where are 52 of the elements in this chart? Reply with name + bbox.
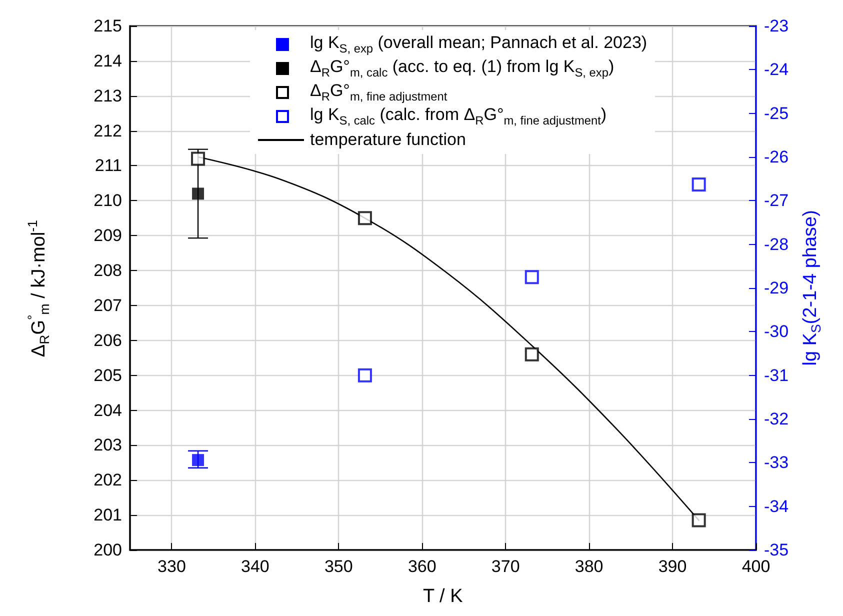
y2-tick-label: -32 xyxy=(764,410,789,428)
y2-tick-label: -27 xyxy=(764,191,789,210)
legend-label: lg K$_{S, exp}$ (overall mean; Pannach et al. 2023) xyxy=(310,32,648,56)
y-tick-label: 206 xyxy=(94,330,122,350)
point xyxy=(358,211,372,226)
legend-label: Δ$_{R}$G°$_{m, fine adjustment}$ xyxy=(310,80,448,104)
y2-tick-label: -31 xyxy=(764,366,789,385)
y2-tick-label: -29 xyxy=(764,278,789,298)
y-tick-label: 203 xyxy=(94,436,122,455)
x-tick-label: 400 xyxy=(742,557,770,576)
x-axis-title: T / K xyxy=(423,586,463,608)
point xyxy=(358,368,372,382)
y2-tick-label: -23 xyxy=(764,16,789,36)
x-tick-label: 380 xyxy=(574,557,604,576)
y2-tick-label: -24 xyxy=(764,60,789,80)
y2-tick-label: -30 xyxy=(764,322,789,342)
y-tick-label: 204 xyxy=(94,400,122,420)
y-tick-label: 202 xyxy=(94,470,122,490)
point xyxy=(192,188,204,200)
point xyxy=(524,347,539,362)
legend-label: Δ$_{R}$G°$_{m, calc}$ (acc. to eq. (1) from lg K$_{S, exp}$) xyxy=(310,56,614,80)
point xyxy=(692,178,706,192)
point xyxy=(524,270,539,284)
y2-tick-label: -28 xyxy=(764,234,789,254)
y-tick-label: 213 xyxy=(94,86,122,106)
y-tick-label: 201 xyxy=(94,506,122,525)
x-tick-label: 340 xyxy=(241,557,270,576)
y2-tick-label: -25 xyxy=(764,104,789,123)
x-tick-label: 360 xyxy=(408,557,436,576)
y-tick-label: 210 xyxy=(94,191,122,210)
x-tick-label: 390 xyxy=(658,557,687,576)
y2-tick-label: -26 xyxy=(764,148,789,166)
x-tick-label: 330 xyxy=(158,557,186,576)
legend-label: lg K$_{S, calc}$ (calc. from Δ$_{R}$G°$_{m, fine adjustment}$) xyxy=(310,104,607,128)
y-tick-label: 207 xyxy=(94,296,122,315)
y2-tick-label: -35 xyxy=(764,540,789,560)
y2-tick-label: -33 xyxy=(764,453,789,472)
y-tick-label: 209 xyxy=(94,226,122,246)
y-tick-label: 211 xyxy=(94,156,122,176)
point xyxy=(192,454,204,466)
point xyxy=(191,152,206,166)
y-tick-label: 205 xyxy=(94,366,122,385)
y-tick-label: 212 xyxy=(94,121,122,140)
y2-tick-label: -34 xyxy=(764,496,789,516)
x-tick-label: 350 xyxy=(324,557,353,576)
y-tick-label: 214 xyxy=(94,51,122,70)
x-tick-label: 370 xyxy=(491,557,520,576)
point xyxy=(692,513,706,528)
legend-label: temperature function xyxy=(310,130,466,150)
y-tick-label: 200 xyxy=(94,540,122,560)
y-tick-label: 208 xyxy=(94,261,122,280)
y-tick-label: 215 xyxy=(94,16,122,36)
